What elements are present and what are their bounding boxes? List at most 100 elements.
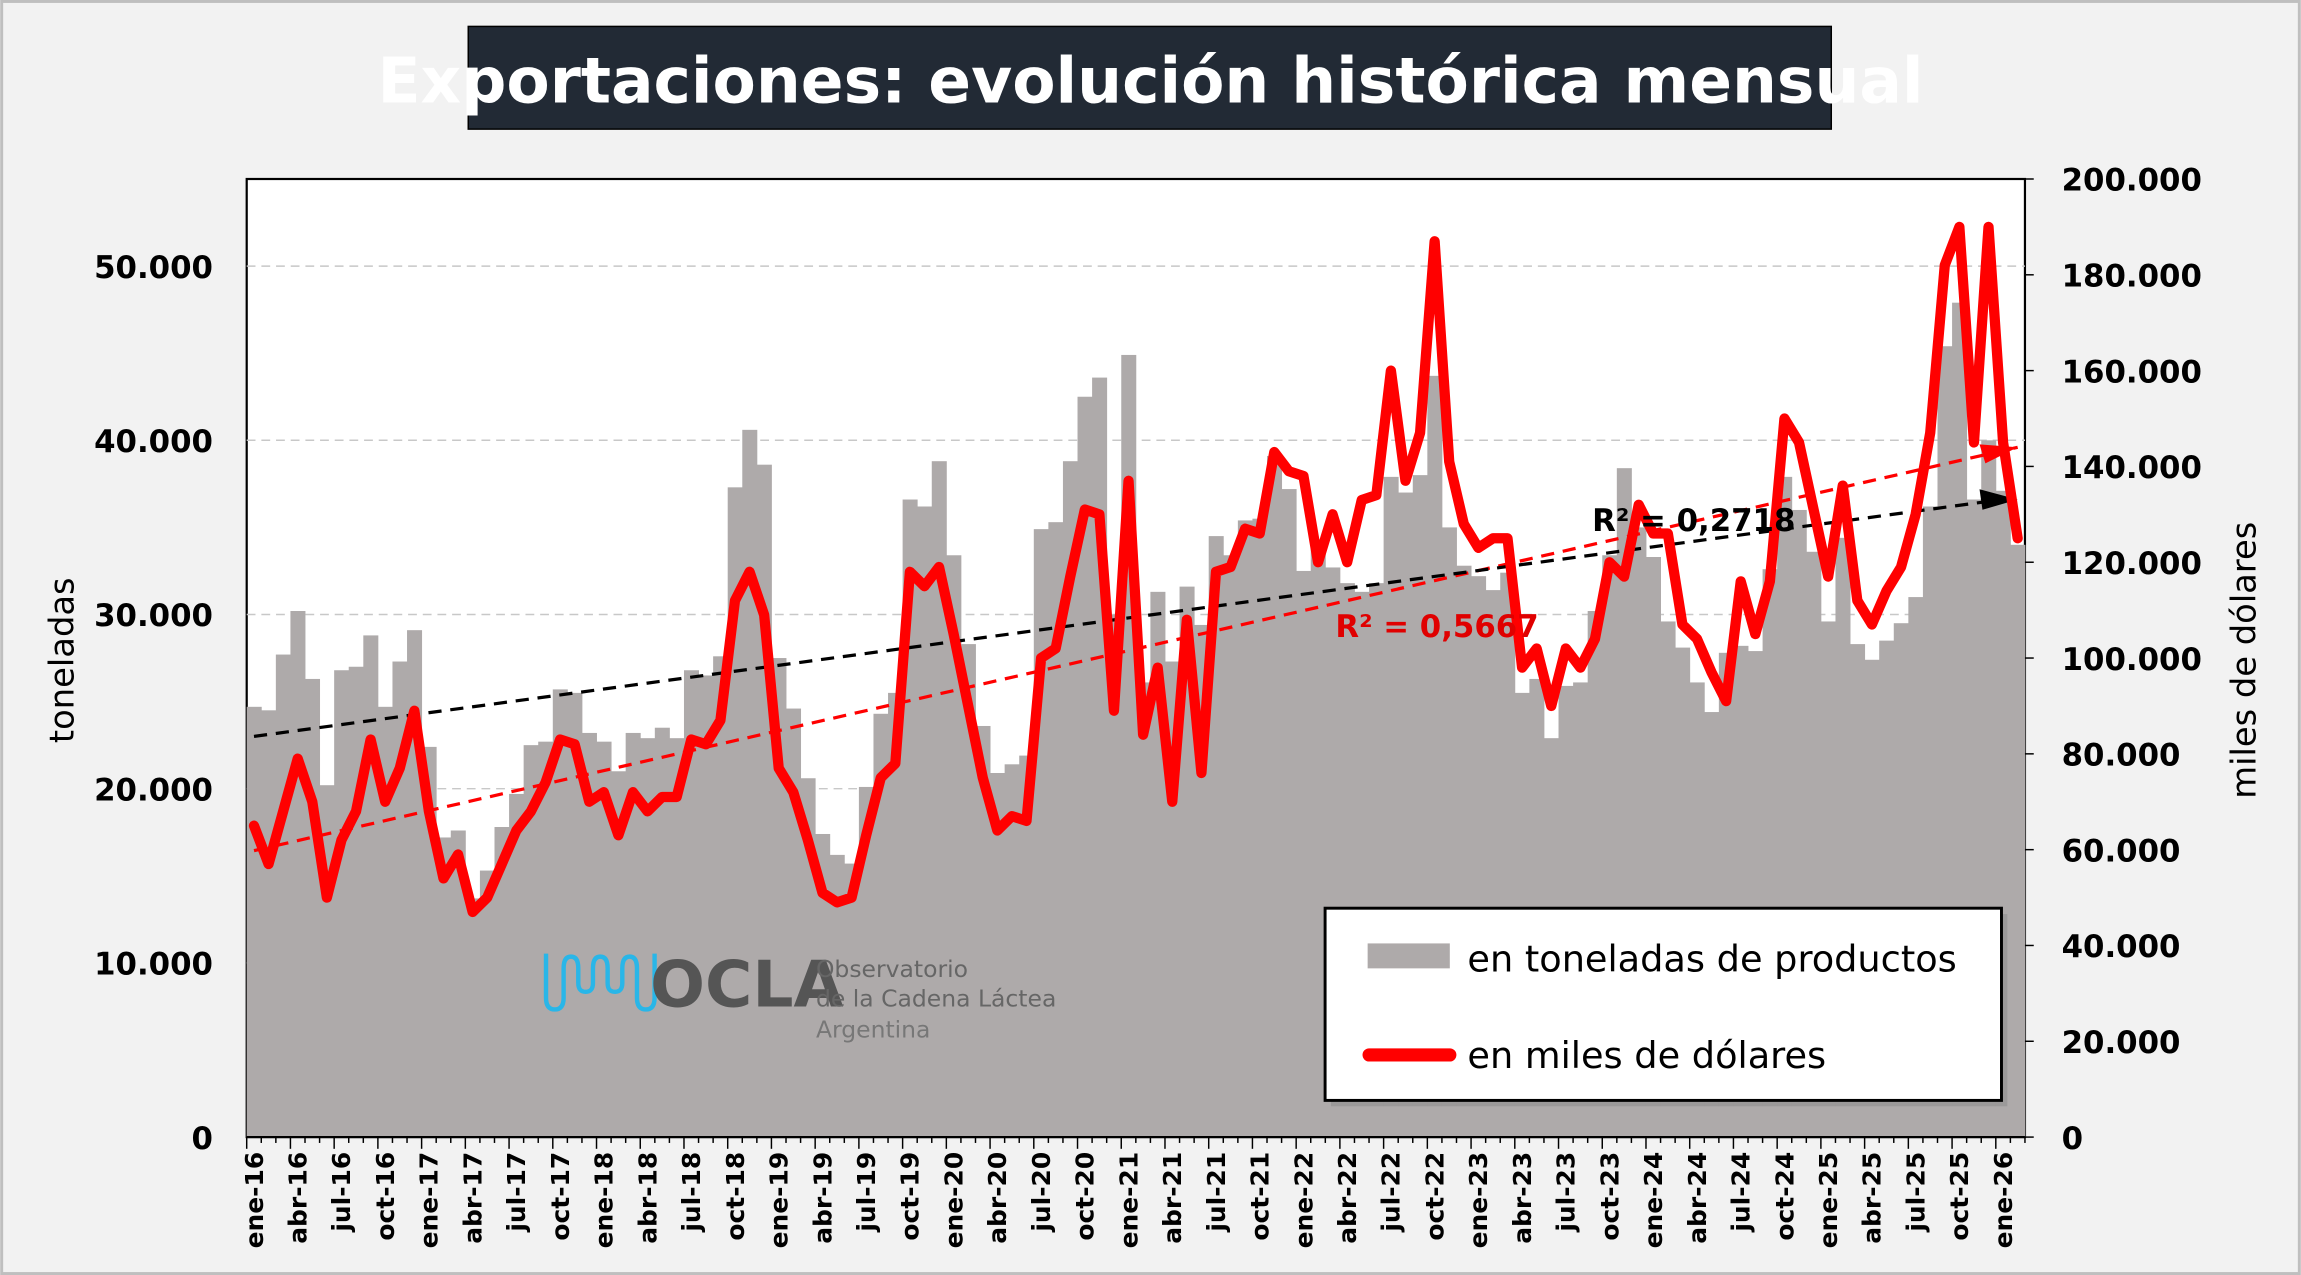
logo-line1: Observatorio xyxy=(816,955,968,983)
bar xyxy=(669,738,685,1138)
x-tick-label: jul-25 xyxy=(1901,1152,1930,1233)
bar xyxy=(305,678,321,1138)
x-tick-label: jul-16 xyxy=(327,1152,356,1233)
x-tick-label: jul-23 xyxy=(1552,1152,1581,1233)
bar xyxy=(363,635,379,1138)
x-tick-label: oct-25 xyxy=(1945,1152,1974,1241)
bar xyxy=(509,793,525,1138)
x-tick-label: ene-17 xyxy=(415,1152,444,1249)
bar xyxy=(450,830,466,1138)
bar xyxy=(1135,682,1151,1138)
x-tick-label: ene-16 xyxy=(240,1152,269,1249)
y-tick-label-right: 40.000 xyxy=(2062,929,2181,965)
logo-name: OCLA xyxy=(650,948,843,1023)
y-tick-label-right: 100.000 xyxy=(2062,642,2202,678)
x-tick-label: abr-21 xyxy=(1158,1152,1187,1244)
bar xyxy=(275,654,291,1138)
x-tick-label: jul-18 xyxy=(677,1152,706,1233)
x-tick-label: abr-18 xyxy=(633,1152,662,1244)
bar xyxy=(436,837,452,1138)
bar xyxy=(523,745,539,1138)
bar xyxy=(246,706,262,1138)
x-tick-label: ene-22 xyxy=(1289,1152,1318,1249)
bar xyxy=(1281,489,1297,1138)
x-tick-label: ene-23 xyxy=(1464,1152,1493,1249)
legend-label-dolares: en miles de dólares xyxy=(1467,1034,1826,1077)
bar xyxy=(1048,522,1064,1138)
y-tick-label-right: 20.000 xyxy=(2062,1025,2181,1061)
y-tick-label-right: 160.000 xyxy=(2062,354,2202,390)
x-tick-label: abr-22 xyxy=(1333,1152,1362,1244)
bar xyxy=(334,670,350,1138)
y-axis-left: 0 10.000 20.000 30.000 40.000 50.000 xyxy=(94,250,213,1157)
bar xyxy=(1004,764,1020,1138)
r2-label-dolares: R² = 0,5667 xyxy=(1335,609,1538,645)
y-tick-label-right: 200.000 xyxy=(2062,163,2202,199)
x-tick-label: ene-19 xyxy=(765,1152,794,1249)
y-tick-label-right: 120.000 xyxy=(2062,546,2202,582)
logo-line3: Argentina xyxy=(816,1015,930,1043)
x-tick-label: abr-16 xyxy=(284,1152,313,1244)
y-tick-label-left: 20.000 xyxy=(94,772,213,808)
bar xyxy=(960,644,976,1138)
bar xyxy=(888,692,904,1138)
x-tick-label: ene-18 xyxy=(590,1152,619,1249)
x-tick-label: jul-17 xyxy=(502,1152,531,1233)
bar xyxy=(683,670,699,1138)
x-tick-label: oct-19 xyxy=(896,1152,925,1241)
bar xyxy=(713,656,729,1138)
chart-title: Exportaciones: evolución histórica mensu… xyxy=(377,44,1923,118)
bar xyxy=(625,732,641,1138)
bar xyxy=(552,689,568,1138)
x-tick-label: ene-21 xyxy=(1114,1152,1143,1249)
bar xyxy=(1296,570,1312,1138)
bar xyxy=(1033,529,1049,1138)
bar xyxy=(581,732,597,1138)
y-axis-right: 0 20.000 40.000 60.000 80.000 100.000 120.000 1… xyxy=(2024,163,2202,1157)
bar xyxy=(377,706,393,1138)
bar xyxy=(567,692,583,1138)
y-tick-label-left: 10.000 xyxy=(94,947,213,983)
title-box xyxy=(467,25,1833,130)
r2-label-toneladas: R² = 0,2718 xyxy=(1592,503,1795,539)
bar xyxy=(815,833,831,1138)
bar xyxy=(975,725,991,1138)
bar xyxy=(873,713,889,1138)
x-tick-label: oct-16 xyxy=(371,1152,400,1241)
bar xyxy=(931,461,947,1138)
x-tick-label: abr-23 xyxy=(1508,1152,1537,1244)
x-tick-label: oct-24 xyxy=(1770,1152,1799,1241)
bar xyxy=(1092,377,1108,1138)
bar xyxy=(858,786,874,1138)
bar xyxy=(844,863,860,1138)
x-tick-label: abr-17 xyxy=(458,1152,487,1244)
x-tick-label: ene-20 xyxy=(939,1152,968,1249)
bar xyxy=(756,464,772,1138)
y-tick-label-left: 50.000 xyxy=(94,250,213,286)
bar xyxy=(640,738,656,1138)
bar xyxy=(348,666,364,1138)
x-tick-label: jul-20 xyxy=(1027,1152,1056,1233)
bar xyxy=(946,555,962,1138)
line-series xyxy=(248,221,2023,918)
bar xyxy=(786,708,802,1138)
y-tick-label-left: 0 xyxy=(192,1121,213,1157)
x-tick-label: jul-24 xyxy=(1727,1152,1756,1233)
x-tick-label: oct-17 xyxy=(546,1152,575,1241)
x-tick-label: ene-25 xyxy=(1814,1152,1843,1249)
bar xyxy=(1106,614,1122,1138)
bar xyxy=(261,710,277,1138)
bar xyxy=(2010,544,2026,1138)
bar xyxy=(1077,396,1093,1138)
line-dolares xyxy=(248,221,2023,918)
logo-wave-icon xyxy=(543,953,657,1012)
y-tick-label-right: 0 xyxy=(2062,1121,2083,1157)
bar xyxy=(742,429,758,1138)
y-tick-label-left: 30.000 xyxy=(94,598,213,634)
bar xyxy=(1121,354,1137,1138)
ocla-logo: OCLA Observatorio de la Cadena Láctea Ar… xyxy=(543,948,1056,1043)
x-tick-label: ene-24 xyxy=(1639,1152,1668,1249)
x-tick-label: abr-24 xyxy=(1683,1152,1712,1244)
bar xyxy=(290,611,306,1138)
bar xyxy=(538,741,554,1138)
